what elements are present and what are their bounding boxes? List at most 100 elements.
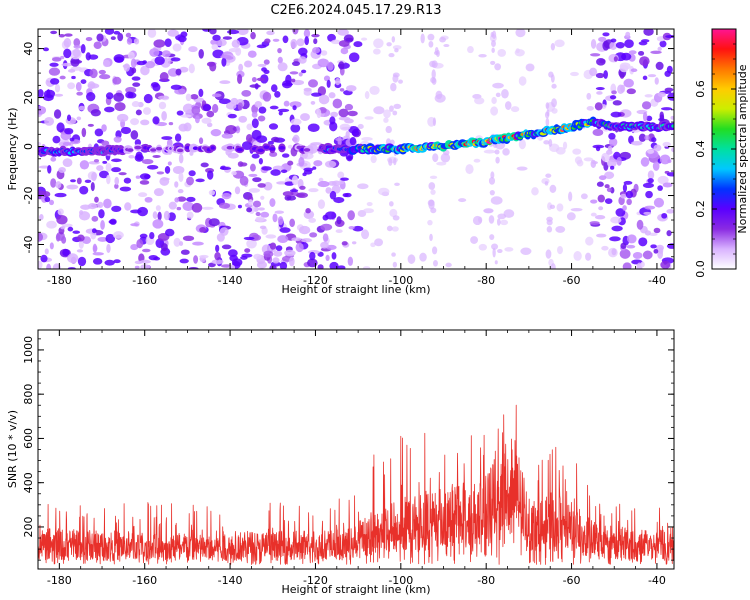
heatmap-cell (467, 46, 474, 54)
heatmap-cell (134, 154, 144, 162)
heatmap-cell (389, 208, 398, 218)
heatmap-cell (628, 50, 637, 55)
heatmap-cell (345, 37, 354, 42)
heatmap-cell (557, 245, 563, 255)
heatmap-cell (134, 265, 140, 269)
heatmap-cell (661, 212, 668, 219)
heatmap-cell (478, 243, 488, 251)
heatmap-cell (351, 241, 357, 245)
heatmap-cell (199, 254, 209, 259)
spectrogram-frame (37, 28, 675, 270)
heatmap-cell (665, 34, 674, 39)
heatmap-cell (143, 93, 153, 104)
heatmap-cell (309, 232, 318, 238)
heatmap-cell (66, 184, 79, 190)
heatmap-cell (188, 46, 198, 53)
heatmap-cell (458, 198, 467, 203)
heatmap-cell (89, 68, 98, 79)
heatmap-cell (273, 250, 283, 257)
heatmap-cell (135, 175, 141, 179)
heatmap-cell (378, 187, 390, 196)
heatmap-cell (431, 246, 438, 255)
heatmap-cell (374, 238, 384, 247)
heatmap-cell (50, 156, 57, 162)
heatmap-cell (194, 115, 200, 124)
heatmap-cell (87, 123, 94, 127)
heatmap-cell (348, 52, 360, 63)
heatmap-cell (353, 41, 363, 48)
snr-xtick-label: -120 (303, 574, 328, 587)
heatmap-cell (616, 156, 622, 166)
heatmap-cell (209, 61, 217, 72)
heatmap-cell (655, 61, 664, 71)
heatmap-cell (296, 38, 305, 47)
heatmap-cell (262, 91, 272, 102)
heatmap-cell (318, 94, 330, 105)
heatmap-cell (586, 92, 592, 100)
heatmap-cell (576, 159, 584, 167)
heatmap-cell (153, 39, 166, 48)
heatmap-cell (191, 105, 201, 115)
heatmap-cell (361, 137, 373, 141)
heatmap-cell (61, 236, 67, 244)
heatmap-cell (63, 48, 72, 59)
heatmap-cell (347, 110, 358, 117)
heatmap-cell (298, 225, 311, 235)
heatmap-cell (231, 39, 241, 48)
heatmap-cell (647, 178, 654, 184)
heatmap-cell (546, 219, 553, 226)
heatmap-cell (361, 37, 368, 41)
heatmap-cell (659, 111, 664, 120)
heatmap-cell (658, 247, 664, 254)
heatmap-cell (272, 257, 280, 264)
heatmap-cell (38, 105, 47, 115)
heatmap-cell (309, 251, 316, 261)
heatmap-cell (666, 65, 673, 74)
snr-line-series (38, 404, 674, 565)
heatmap-cell (247, 199, 254, 206)
heatmap-cell (590, 39, 597, 49)
heatmap-cell (164, 165, 171, 174)
colorbar-tick-label: 0.0 (694, 260, 707, 278)
heatmap-cell (514, 49, 525, 57)
heatmap-cell (114, 102, 126, 112)
heatmap-cell (316, 108, 322, 119)
heatmap-cell (302, 172, 307, 177)
heatmap-cell (291, 61, 301, 67)
heatmap-cell (251, 76, 257, 83)
heatmap-cell (179, 66, 189, 73)
heatmap-cell (139, 180, 150, 185)
heatmap-cell (202, 29, 212, 32)
snr-ytick-label: 1000 (22, 336, 35, 364)
heatmap-cell (67, 82, 76, 90)
heatmap-cell (492, 30, 497, 40)
heatmap-cell (211, 44, 219, 50)
heatmap-cell (248, 173, 258, 177)
heatmap-cell (219, 227, 229, 236)
heatmap-cell (72, 230, 81, 234)
heatmap-cell (671, 147, 674, 153)
heatmap-cell (439, 36, 446, 43)
heatmap-cell (42, 191, 51, 198)
heatmap-cell (249, 84, 261, 88)
heatmap-cell (279, 227, 291, 233)
heatmap-cell (494, 260, 498, 265)
heatmap-cell (601, 152, 610, 162)
heatmap-cell (251, 118, 259, 129)
heatmap-cell (259, 225, 267, 230)
heatmap-cell (198, 88, 204, 98)
heatmap-cell (431, 69, 436, 80)
heatmap-cell (130, 130, 139, 140)
heatmap-cell (516, 166, 528, 171)
heatmap-cell (603, 70, 608, 79)
heatmap-cell (131, 76, 141, 81)
spectrogram-panel: -180 -160 -140 -120 -100 -80 -60 -40 -40 -20 0 20 40… (6, 28, 675, 296)
heatmap-cell (317, 58, 329, 68)
heatmap-cell (152, 219, 164, 229)
heatmap-cell (436, 161, 447, 166)
heatmap-cell (483, 208, 494, 214)
heatmap-cell (369, 85, 380, 95)
heatmap-cell (186, 196, 196, 202)
heatmap-cell (218, 98, 231, 105)
heatmap-cell (103, 198, 112, 209)
